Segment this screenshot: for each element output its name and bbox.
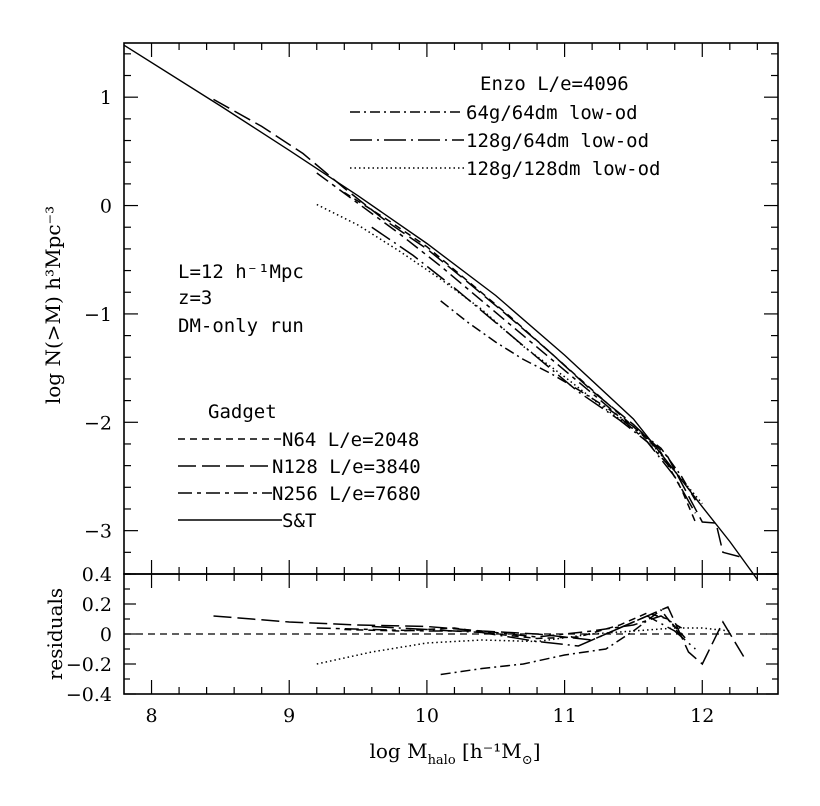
- x-label-unit: [h⁻¹M: [462, 739, 522, 763]
- main-panel: 1 0 −1 −2 −3 log N(>M) h³Mpc⁻³ L=12 h⁻¹Mpc z…: [41, 42, 779, 580]
- res-y-tick-label: 0.2: [82, 594, 112, 616]
- legend-label-n256: N256 L/e=7680: [272, 483, 421, 505]
- main-ticks: 1 0 −1 −2 −3: [84, 43, 778, 575]
- x-label-unit-sub: ⊙: [522, 753, 533, 768]
- x-axis-label: log Mhalo [h⁻¹M⊙]: [369, 739, 540, 768]
- main-series-n128-l-e-3840: [213, 98, 744, 559]
- y-tick-label: −3: [84, 521, 112, 543]
- main-series-lines: [123, 44, 758, 580]
- y-axis-label: log N(>M) h³Mpc⁻³: [41, 206, 65, 404]
- x-label-sub: halo: [428, 753, 456, 768]
- y-tick-label: 1: [100, 87, 112, 109]
- y-tick-label: −1: [84, 304, 112, 326]
- main-series-64g-64dm-low-od: [440, 300, 697, 501]
- legend-label-128g-128dm: 128g/128dm low-od: [466, 158, 660, 180]
- annotation-block: L=12 h⁻¹Mpc z=3 DM-only run: [178, 261, 304, 337]
- x-tick-label: 8: [145, 705, 157, 727]
- annotation-redshift: z=3: [178, 287, 212, 309]
- legend-gadget: Gadget N64 L/e=2048 N128 L/e=3840 N256 L…: [178, 401, 421, 532]
- x-label-unit-end: ]: [533, 739, 541, 763]
- res-y-tick-label: −0.2: [66, 654, 112, 676]
- main-series-s-t: [123, 44, 758, 580]
- y-tick-label: −2: [84, 412, 112, 434]
- legend-label-n128: N128 L/e=3840: [272, 456, 421, 478]
- legend-label-n64: N64 L/e=2048: [282, 429, 419, 451]
- res-y-tick-label: −0.4: [66, 684, 112, 706]
- x-tick-label: 9: [283, 705, 295, 727]
- residuals-ticks: 8 9 10 11 12 0.4 0.2 0 −0.2 −0.4: [66, 564, 778, 727]
- residuals-series-dashed: [344, 612, 690, 643]
- legend-label-st: S&T: [282, 510, 316, 532]
- y-tick-label: 0: [100, 196, 112, 218]
- x-tick-label: 11: [552, 705, 576, 727]
- legend-enzo-title: Enzo L/e=4096: [480, 73, 629, 95]
- residuals-series-lines: [124, 606, 778, 676]
- residuals-axis-label: residuals: [43, 588, 67, 680]
- legend-label-128g-64dm: 128g/64dm low-od: [466, 130, 649, 152]
- x-label-main: log M: [369, 739, 427, 763]
- main-series-n256-l-e-7680: [316, 172, 676, 473]
- legend-enzo: Enzo L/e=4096 64g/64dm low-od 128g/64dm …: [350, 73, 660, 180]
- x-tick-label: 12: [690, 705, 714, 727]
- legend-gadget-title: Gadget: [208, 401, 277, 423]
- res-y-tick-label: 0.4: [82, 564, 112, 586]
- res-y-tick-label: 0: [100, 624, 112, 646]
- annotation-box-size: L=12 h⁻¹Mpc: [178, 261, 304, 283]
- residuals-panel: 8 9 10 11 12 0.4 0.2 0 −0.2 −0.4 residuals: [43, 564, 779, 727]
- x-tick-label: 10: [415, 705, 439, 727]
- residuals-series-longdash: [213, 606, 745, 666]
- residuals-series-dashdot: [440, 608, 683, 676]
- main-series-128g-64dm-low-od: [371, 226, 697, 514]
- residuals-series-dotted: [316, 627, 730, 665]
- annotation-run-type: DM-only run: [178, 315, 304, 337]
- legend-label-64g-64dm: 64g/64dm low-od: [466, 102, 638, 124]
- residuals-series-longdashdot: [371, 615, 696, 650]
